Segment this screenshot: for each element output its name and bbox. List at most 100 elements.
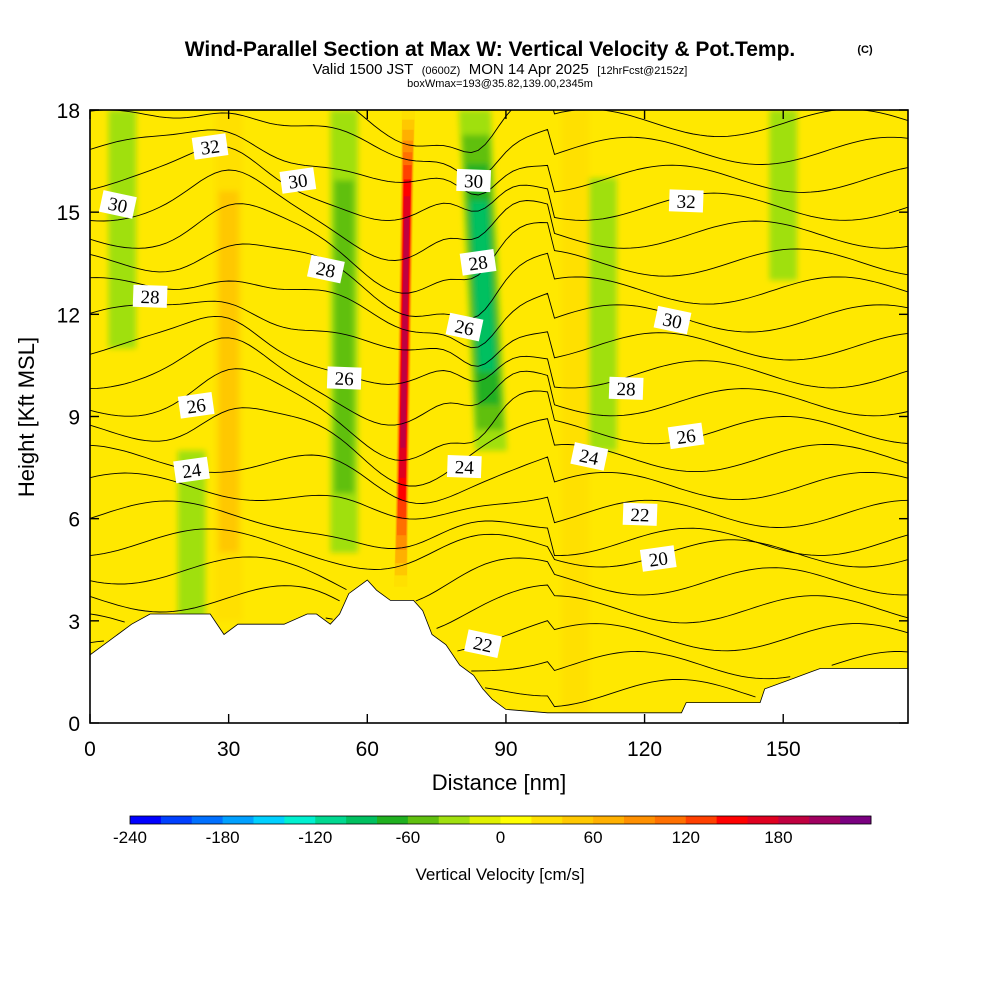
- theta-label: 30: [456, 168, 492, 193]
- colorbar-tick-label: 0: [496, 828, 505, 847]
- colorbar-swatch: [191, 816, 224, 824]
- subtitle-prefix: Valid 1500 JST: [313, 61, 414, 78]
- theta-label: 28: [132, 284, 168, 309]
- colorbar-swatch: [531, 816, 563, 824]
- theta-label-box: [445, 312, 484, 342]
- x-tick-label: 120: [627, 738, 662, 761]
- theta-label-text: 28: [616, 379, 636, 401]
- w-band-6-0: [108, 110, 137, 349]
- theta-label-box: [177, 392, 215, 419]
- theta-label-box: [622, 502, 658, 526]
- theta-label-text: 24: [578, 446, 601, 471]
- theta-label: 26: [177, 392, 215, 419]
- colorbar-swatch: [222, 816, 254, 824]
- colorbar-swatch: [809, 816, 841, 824]
- colorbar-title: Vertical Velocity [cm/s]: [415, 865, 584, 884]
- theta-label-text: 30: [661, 309, 684, 333]
- colorbar-swatch: [160, 816, 193, 824]
- theta-label-text: 30: [464, 171, 484, 193]
- theta-label-box: [456, 168, 492, 193]
- theta-label-text: 26: [334, 369, 354, 391]
- theta-label: 30: [653, 305, 692, 335]
- theta-label-box: [639, 545, 677, 572]
- theta-label-box: [98, 190, 137, 219]
- colorbar: -240 -180 -120 -60 0 60 120 180: [113, 815, 872, 847]
- y-tick-label: 9: [68, 407, 80, 430]
- subtitle-forecast: [12hrFcst@2152z]: [597, 65, 687, 77]
- colorbar-swatch: [377, 816, 409, 824]
- w-band-5-0: [177, 450, 206, 621]
- theta-contour-line: [90, 169, 908, 261]
- colorbar-swatch: [685, 816, 718, 824]
- theta-label-text: 22: [630, 505, 650, 527]
- theta-label: 20: [639, 545, 677, 572]
- theta-label-text: 28: [314, 258, 337, 282]
- theta-label-box: [570, 442, 609, 471]
- colorbar-swatch: [562, 816, 594, 824]
- colorbar-swatch: [130, 816, 162, 824]
- theta-label-text: 30: [287, 170, 309, 193]
- theta-contour-line: [90, 337, 908, 426]
- theta-label: 30: [279, 167, 317, 194]
- theta-label-box: [464, 629, 502, 659]
- theta-label: 32: [668, 189, 704, 214]
- theta-label: 26: [445, 312, 484, 342]
- theta-contour-line: [90, 472, 908, 528]
- x-tick-label: 150: [766, 738, 801, 761]
- colorbar-swatch: [778, 816, 810, 824]
- theta-label-box: [191, 133, 229, 160]
- colorbar-tick-label: -60: [396, 828, 421, 847]
- colorbar-swatch: [438, 816, 471, 824]
- colorbar-swatch: [346, 816, 378, 824]
- w-band-2-0: [561, 110, 590, 723]
- y-tick-label: 6: [68, 509, 80, 532]
- w-band-0-8: [400, 217, 410, 448]
- theta-label-text: 32: [676, 192, 696, 214]
- colorbar-swatch: [840, 816, 872, 824]
- colorbar-tick-label: -120: [298, 828, 332, 847]
- theta-label-text: 26: [675, 426, 697, 449]
- colorbar-tick-label: 120: [672, 828, 700, 847]
- theta-label: 26: [667, 422, 705, 450]
- theta-label-text: 26: [453, 316, 476, 340]
- theta-label: 24: [570, 442, 609, 471]
- theta-label-box: [653, 305, 692, 335]
- theta-contour-line: [90, 243, 908, 319]
- colorbar-swatch: [624, 816, 656, 824]
- subtitle-date: MON 14 Apr 2025: [469, 61, 589, 78]
- plot-area: 20 22 22 24 24 24 26 26 26 26 28 28 28 28 30 30 30 30 32 32: [90, 110, 908, 723]
- theta-label: 24: [173, 456, 210, 484]
- theta-contour-line: [90, 500, 908, 557]
- colorbar-swatch: [654, 816, 687, 824]
- theta-contour-line: [90, 444, 908, 504]
- y-axis-label: Height [Kft MSL]: [14, 337, 39, 497]
- theta-label: 24: [446, 455, 482, 479]
- theta-label-text: 24: [181, 460, 203, 484]
- y-tick-label: 18: [57, 100, 80, 123]
- chart-title-unit: (C): [857, 44, 873, 56]
- theta-label-text: 30: [106, 194, 129, 218]
- colorbar-swatch: [407, 816, 440, 824]
- theta-label: 32: [191, 133, 229, 160]
- theta-label: 22: [622, 502, 658, 527]
- theta-contour-line: [90, 368, 908, 461]
- colorbar-swatch: [469, 816, 501, 824]
- theta-label-box: [306, 254, 345, 284]
- y-tick-label: 3: [68, 611, 80, 634]
- theta-contour-line: [354, 110, 908, 154]
- theta-label-box: [459, 249, 497, 276]
- x-axis: 0 30 60 90 120 150: [84, 110, 801, 761]
- w-band-4-1: [334, 180, 355, 494]
- theta-contour-line: [90, 300, 908, 367]
- colorbar-swatch: [593, 816, 625, 824]
- theta-label-box: [279, 167, 317, 194]
- colorbar-swatch: [253, 816, 285, 824]
- colorbar-swatch: [284, 816, 316, 824]
- y-tick-label: 0: [68, 713, 80, 736]
- theta-contour-line: [90, 556, 908, 602]
- theta-label-box: [446, 455, 482, 479]
- theta-label-box: [326, 366, 362, 390]
- x-tick-label: 30: [217, 738, 240, 761]
- theta-label: 28: [608, 376, 644, 401]
- theta-label-text: 26: [186, 395, 208, 418]
